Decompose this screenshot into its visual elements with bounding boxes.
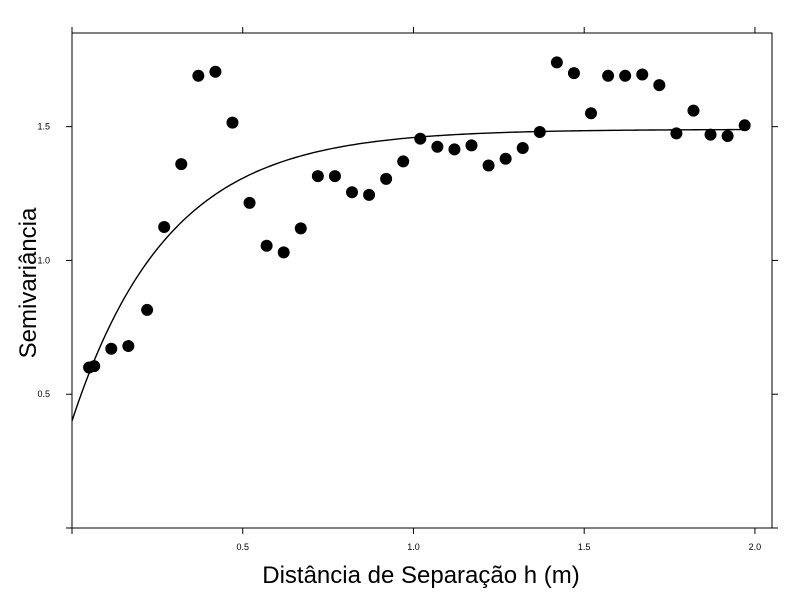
- fitted-model-curve: [71, 128, 745, 422]
- data-point: [105, 342, 118, 355]
- data-point: [346, 186, 358, 199]
- data-point: [397, 155, 410, 168]
- data-point: [88, 360, 101, 373]
- data-point: [550, 56, 563, 69]
- data-point: [294, 222, 307, 235]
- y-axis-ticks: 0.5 1.0 1.5: [37, 122, 778, 529]
- data-point: [363, 188, 376, 201]
- data-point: [192, 69, 205, 82]
- data-point: [721, 130, 734, 143]
- data-point: [414, 132, 427, 145]
- data-point: [704, 128, 717, 141]
- data-point: [311, 170, 324, 183]
- x-tick-label: 1.0: [407, 542, 420, 552]
- y-tick-label: 1.0: [37, 255, 50, 265]
- y-tick-label: 0.5: [37, 389, 50, 399]
- data-point: [602, 69, 615, 82]
- x-tick-label: 1.5: [578, 542, 591, 552]
- data-point: [738, 119, 751, 132]
- plot-frame: [71, 32, 773, 529]
- data-point: [567, 67, 580, 80]
- data-point: [448, 143, 461, 156]
- data-point: [636, 68, 649, 81]
- x-tick-label: 0.5: [236, 542, 249, 552]
- y-axis-title: Semivariância: [15, 207, 42, 358]
- data-point: [243, 196, 256, 209]
- data-point: [175, 158, 188, 171]
- data-point: [670, 127, 683, 140]
- data-point: [158, 220, 171, 233]
- y-tick-label: 1.5: [37, 122, 50, 132]
- data-point: [619, 69, 632, 82]
- data-point: [260, 239, 273, 252]
- data-point: [209, 65, 222, 78]
- x-axis-ticks: 0.5 1.0 1.5 2.0: [71, 27, 762, 552]
- data-point: [141, 303, 154, 316]
- data-points: [83, 56, 751, 374]
- data-point: [585, 107, 598, 120]
- data-point: [653, 79, 666, 92]
- data-point: [499, 152, 512, 165]
- data-point: [465, 139, 478, 152]
- data-point: [687, 104, 700, 117]
- data-point: [533, 126, 546, 138]
- x-axis-title: Distância de Separação h (m): [262, 562, 579, 589]
- data-point: [122, 340, 135, 353]
- data-point: [328, 170, 341, 183]
- data-point: [226, 116, 239, 129]
- data-point: [516, 142, 529, 155]
- x-tick-label: 2.0: [749, 542, 762, 552]
- data-point: [380, 172, 393, 185]
- data-point: [277, 246, 290, 259]
- data-point: [482, 159, 495, 172]
- data-point: [431, 140, 444, 153]
